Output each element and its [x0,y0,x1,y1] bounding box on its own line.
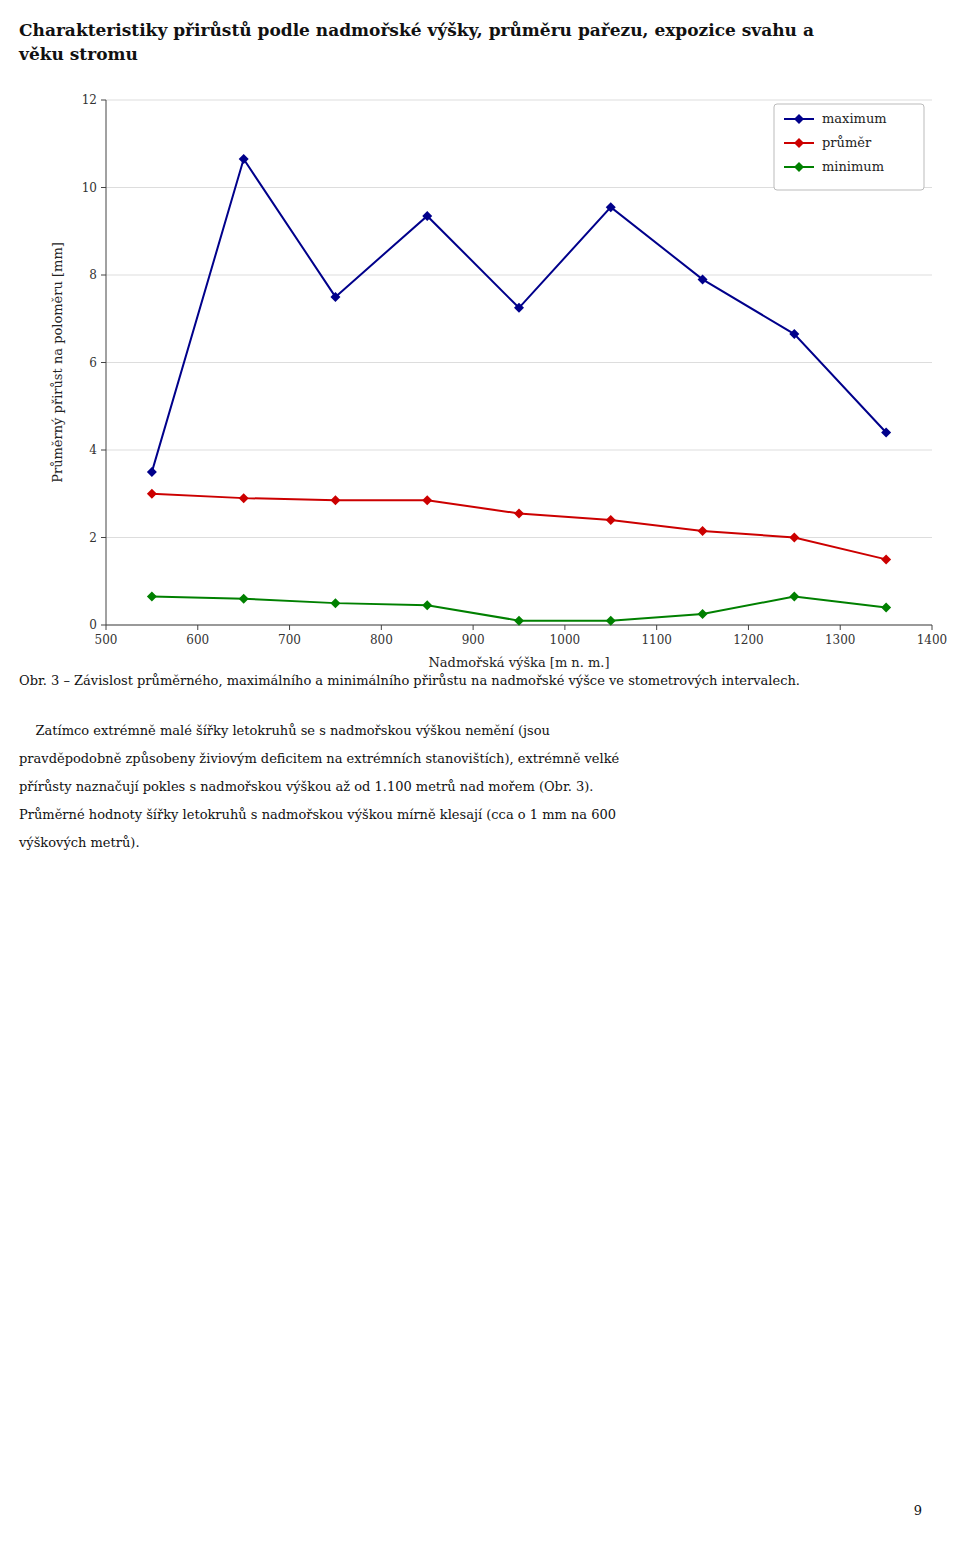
body-text: pravděpodobně způsobeny živiovým deficit… [19,751,620,766]
x-tick-label: 1300 [825,633,856,647]
point [514,616,524,626]
x-tick-label: 900 [462,633,485,647]
y-tick [101,537,106,538]
body-text: přírůsty naznačují pokles s nadmořskou v… [19,779,593,794]
y-tick [101,275,106,276]
y-tick-label: 10 [82,181,97,195]
point [147,489,157,499]
point [789,533,799,543]
title: Charakteristiky přirůstů podle nadmořské… [19,20,814,40]
y-tick [101,450,106,451]
legend-marker [794,138,804,148]
y-axis [106,100,107,625]
point [881,554,891,564]
grid-line [106,450,932,451]
y-tick-label: 6 [89,356,97,370]
grid-line [106,537,932,538]
legend: maximum průměr minimum [774,104,924,190]
y-tick [101,625,106,626]
point [698,526,708,536]
y-tick-label: 2 [89,531,97,545]
y-tick-label: 0 [89,618,97,632]
point [330,598,340,608]
title: věku stromu [18,44,138,64]
point [881,603,891,613]
point [698,609,708,619]
grid-line [106,362,932,363]
caption: Obr. 3 – Závislost průměrného, maximální… [19,673,800,688]
legend-label: maximum [822,111,887,126]
body-text: Průměrné hodnoty šířky letokruhů s nadmo… [19,807,616,822]
x-tick [932,625,933,630]
x-tick-label: 1400 [917,633,948,647]
x-tick [748,625,749,630]
point [147,592,157,602]
point [239,154,249,164]
body-text: Zatímco extrémně malé šířky letokruhů se… [19,723,550,738]
point [789,592,799,602]
legend-label: minimum [822,159,884,174]
x-tick-label: 700 [278,633,301,647]
series-line [152,494,886,560]
point [422,600,432,610]
legend-box [774,104,924,190]
point [422,495,432,505]
point [789,329,799,339]
y-tick-label: 8 [89,268,97,282]
x-tick-label: 1200 [733,633,764,647]
point [881,428,891,438]
point [330,292,340,302]
page-number: 9 [914,1503,922,1518]
y-axis-label: Průměrný přirůst na poloměru [mm] [50,242,65,483]
y-tick-label: 4 [89,443,97,457]
point [330,495,340,505]
x-tick-label: 600 [186,633,209,647]
body-text: výškových metrů). [18,835,140,850]
legend-marker [794,114,804,124]
point [239,594,249,604]
x-tick [197,625,198,630]
x-tick [289,625,290,630]
page: Charakteristiky přirůstů podle nadmořské… [0,0,960,1543]
x-tick [840,625,841,630]
point [514,508,524,518]
x-tick-label: 500 [95,633,118,647]
point [147,467,157,477]
point [514,303,524,313]
point [698,274,708,284]
x-tick [564,625,565,630]
x-tick-label: 800 [370,633,393,647]
point [606,616,616,626]
y-tick-label: 12 [82,93,97,107]
grid [106,100,932,625]
point [239,493,249,503]
x-tick [106,625,107,630]
x-tick [473,625,474,630]
point [606,515,616,525]
x-tick-label: 1100 [641,633,672,647]
plot-data [147,154,891,626]
y-tick [101,362,106,363]
x-tick-label: 1000 [550,633,581,647]
legend-label: průměr [822,135,872,150]
x-tick [656,625,657,630]
grid-line [106,100,932,101]
legend-marker [794,162,804,172]
grid-line [106,275,932,276]
point [606,202,616,212]
y-tick [101,187,106,188]
point [422,211,432,221]
x-tick [381,625,382,630]
y-tick [101,100,106,101]
x-axis-label: Nadmořská výška [m n. m.] [428,655,609,670]
series-line [152,159,886,472]
